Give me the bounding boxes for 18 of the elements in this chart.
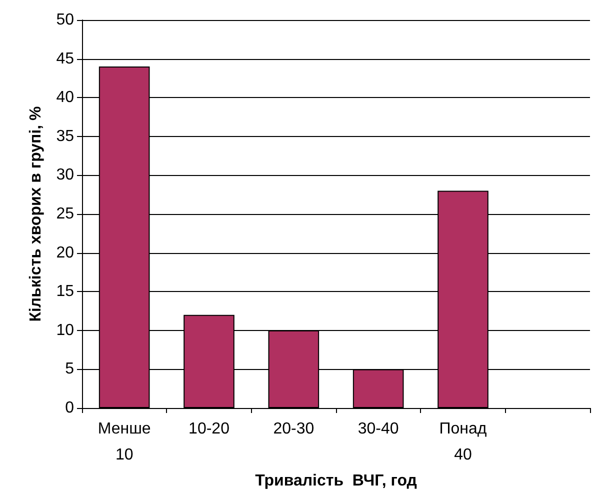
y-tick-label: 40 (56, 89, 74, 106)
x-tick-label: 10-20 (188, 420, 230, 438)
y-tick-label: 25 (56, 206, 74, 222)
x-tick-label: 30-40 (358, 420, 399, 438)
x-axis-title: Тривалість ВЧГ, год (255, 472, 417, 490)
y-tick-label: 0 (65, 400, 74, 416)
y-tick-label: 35 (56, 128, 74, 145)
y-tick-label: 50 (56, 12, 74, 28)
x-tick-label: Менше 10 (98, 420, 151, 464)
y-tick-label: 15 (56, 283, 74, 300)
x-tick-label: Понад 40 (439, 420, 488, 464)
y-tick-label: 20 (56, 244, 74, 262)
x-tick-label: 20-30 (273, 420, 314, 438)
y-tick-label: 45 (56, 50, 74, 68)
y-tick-label: 5 (65, 360, 74, 378)
y-tick-label: 30 (56, 166, 74, 184)
y-axis-title: Кількість хворих в групі, % (28, 106, 44, 322)
y-tick-label: 10 (56, 322, 74, 339)
